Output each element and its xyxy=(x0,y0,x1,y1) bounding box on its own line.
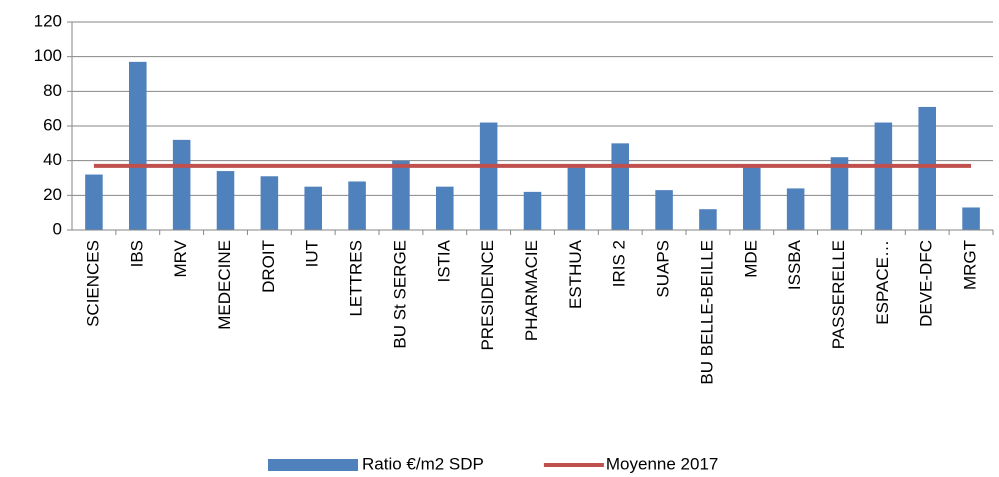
bar xyxy=(655,190,673,230)
legend-label: Moyenne 2017 xyxy=(606,454,718,473)
x-tick-label: MRV xyxy=(171,239,190,277)
x-tick-label: PASSERELLE xyxy=(829,240,848,349)
bar xyxy=(611,143,629,230)
y-tick-label: 100 xyxy=(34,46,62,65)
x-tick-label: IRIS 2 xyxy=(610,240,629,287)
x-tick-label: SUAPS xyxy=(654,240,673,298)
y-tick-label: 20 xyxy=(43,185,62,204)
y-tick-label: 80 xyxy=(43,81,62,100)
x-tick-label: IUT xyxy=(303,240,322,267)
y-tick-label: 0 xyxy=(53,219,62,238)
bar xyxy=(216,171,235,230)
bar xyxy=(962,207,980,230)
bar xyxy=(172,139,191,230)
x-tick-label: MRGT xyxy=(961,240,980,290)
bar xyxy=(304,186,322,230)
x-tick-label: PHARMACIE xyxy=(522,240,541,341)
x-tick-label: DEVE-DFC xyxy=(917,240,936,327)
bar xyxy=(129,61,147,230)
bar xyxy=(874,122,893,230)
bar xyxy=(786,188,805,230)
y-tick-label: 40 xyxy=(43,150,62,169)
x-tick-label: ISTIA xyxy=(434,239,453,282)
bar xyxy=(479,122,498,230)
y-tick-label: 60 xyxy=(43,115,62,134)
bar xyxy=(260,176,279,230)
x-tick-label: DROIT xyxy=(259,240,278,293)
bar xyxy=(392,160,410,230)
x-tick-label: LETTRES xyxy=(347,240,366,317)
legend-label: Ratio €/m2 SDP xyxy=(362,454,484,473)
x-tick-label: ISSBA xyxy=(785,239,804,290)
bar xyxy=(348,181,366,230)
legend-swatch xyxy=(268,459,358,471)
y-tick-label: 120 xyxy=(34,11,62,30)
x-tick-label: PRESIDENCE xyxy=(478,240,497,351)
x-tick-label: BU BELLE-BEILLE xyxy=(697,240,716,385)
bar xyxy=(85,174,103,230)
x-tick-label: IBS xyxy=(127,240,146,267)
bar xyxy=(830,157,849,230)
bar xyxy=(523,191,542,230)
x-tick-label: ESTHUA xyxy=(566,239,585,309)
x-tick-label: MDE xyxy=(741,240,760,278)
bar xyxy=(436,186,454,230)
bar xyxy=(567,167,586,230)
bar xyxy=(743,165,761,230)
x-tick-label: SCIENCES xyxy=(83,240,102,327)
bar xyxy=(918,106,936,230)
x-tick-label: MEDECINE xyxy=(215,240,234,330)
x-tick-label: ESPACE… xyxy=(873,240,892,325)
bar xyxy=(699,209,717,230)
x-tick-label: BU St SERGE xyxy=(390,240,409,349)
